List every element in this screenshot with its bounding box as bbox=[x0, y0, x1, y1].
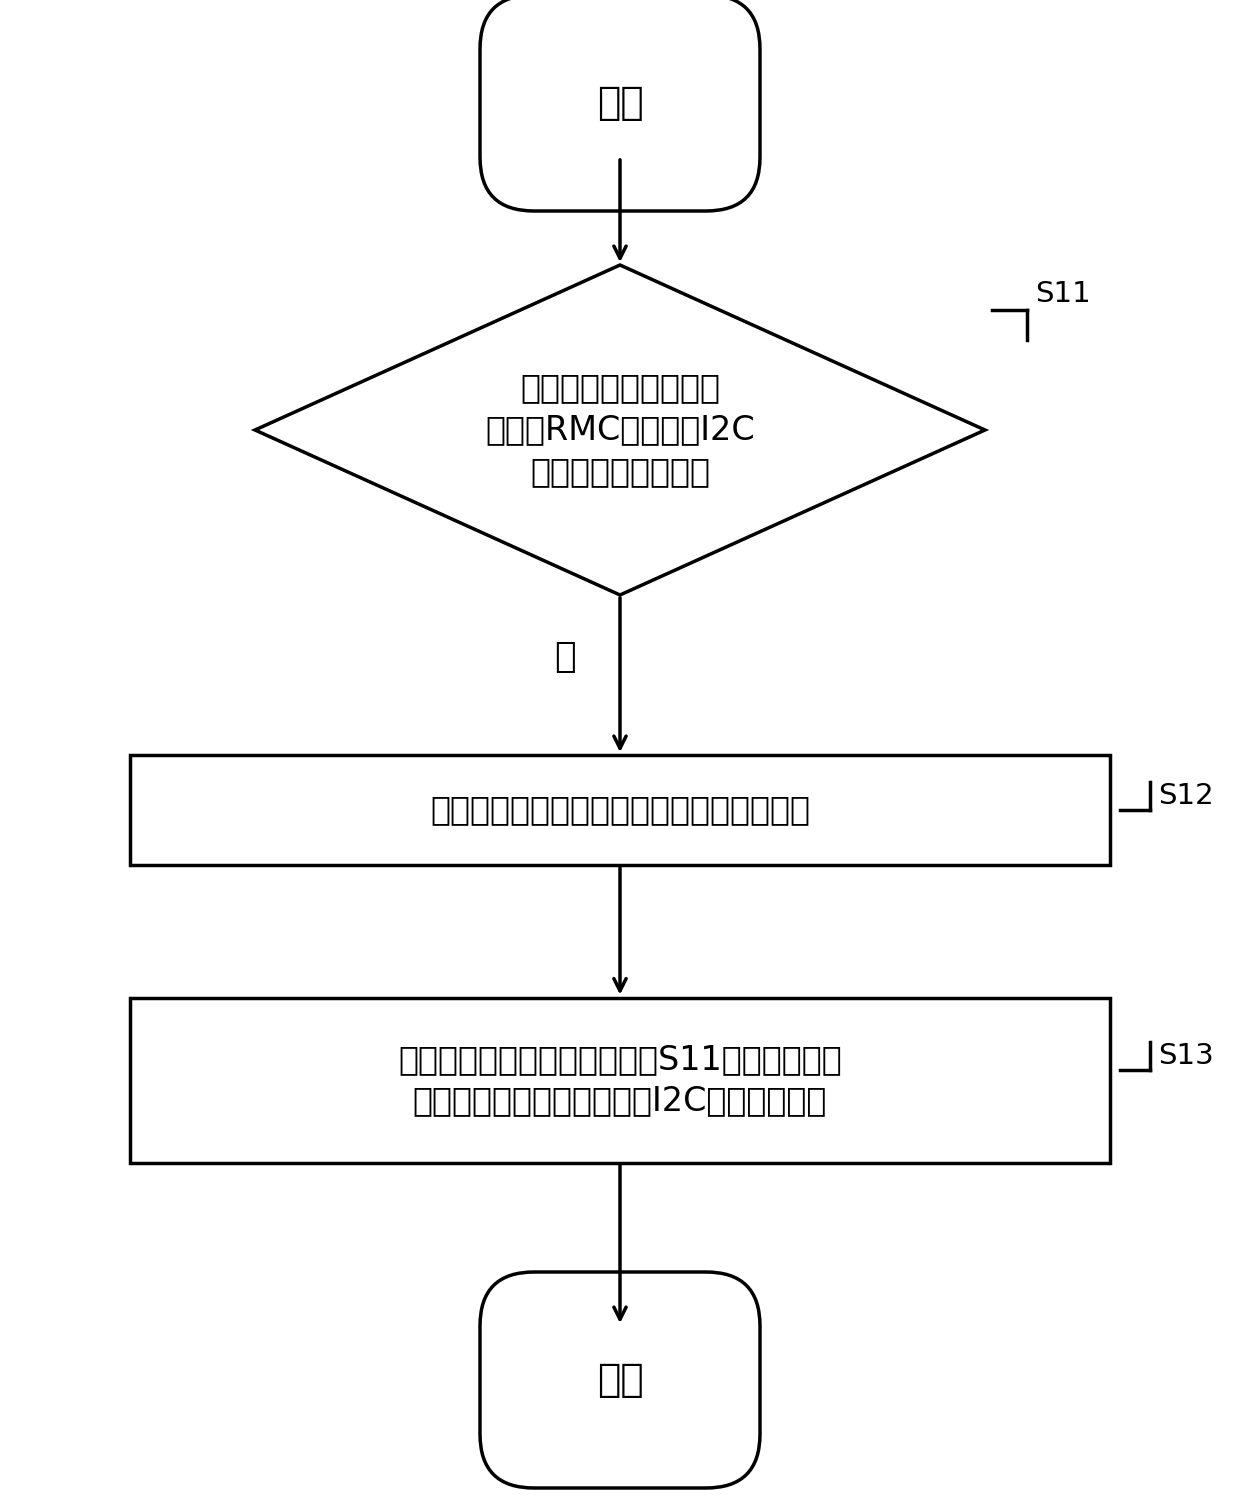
Text: 对定时器中断中全局变量的当前计数值加一: 对定时器中断中全局变量的当前计数值加一 bbox=[430, 794, 810, 827]
Bar bbox=[130, 997, 1110, 1163]
Bar bbox=[130, 755, 1110, 864]
FancyBboxPatch shape bbox=[480, 1273, 760, 1488]
Text: 否: 否 bbox=[554, 640, 575, 675]
Text: S13: S13 bbox=[1158, 1042, 1214, 1069]
Text: 以预设时间间隔重复执行步骤S11，直至当前计: 以预设时间间隔重复执行步骤S11，直至当前计 bbox=[398, 1044, 842, 1077]
Text: S11: S11 bbox=[1035, 280, 1091, 309]
Text: S12: S12 bbox=[1158, 782, 1214, 810]
Text: 总线中断是否被触发: 总线中断是否被触发 bbox=[529, 455, 711, 488]
Text: 结束: 结束 bbox=[596, 1361, 644, 1399]
Polygon shape bbox=[255, 265, 985, 595]
FancyBboxPatch shape bbox=[480, 0, 760, 211]
Text: 断检测RMC与中板的I2C: 断检测RMC与中板的I2C bbox=[485, 414, 755, 446]
Text: 开始: 开始 bbox=[596, 84, 644, 122]
Text: 数值超过预设阈值，然后对I2C总线进行重置: 数值超过预设阈值，然后对I2C总线进行重置 bbox=[413, 1084, 827, 1117]
Text: 利用中板内的定时器中: 利用中板内的定时器中 bbox=[520, 372, 720, 405]
